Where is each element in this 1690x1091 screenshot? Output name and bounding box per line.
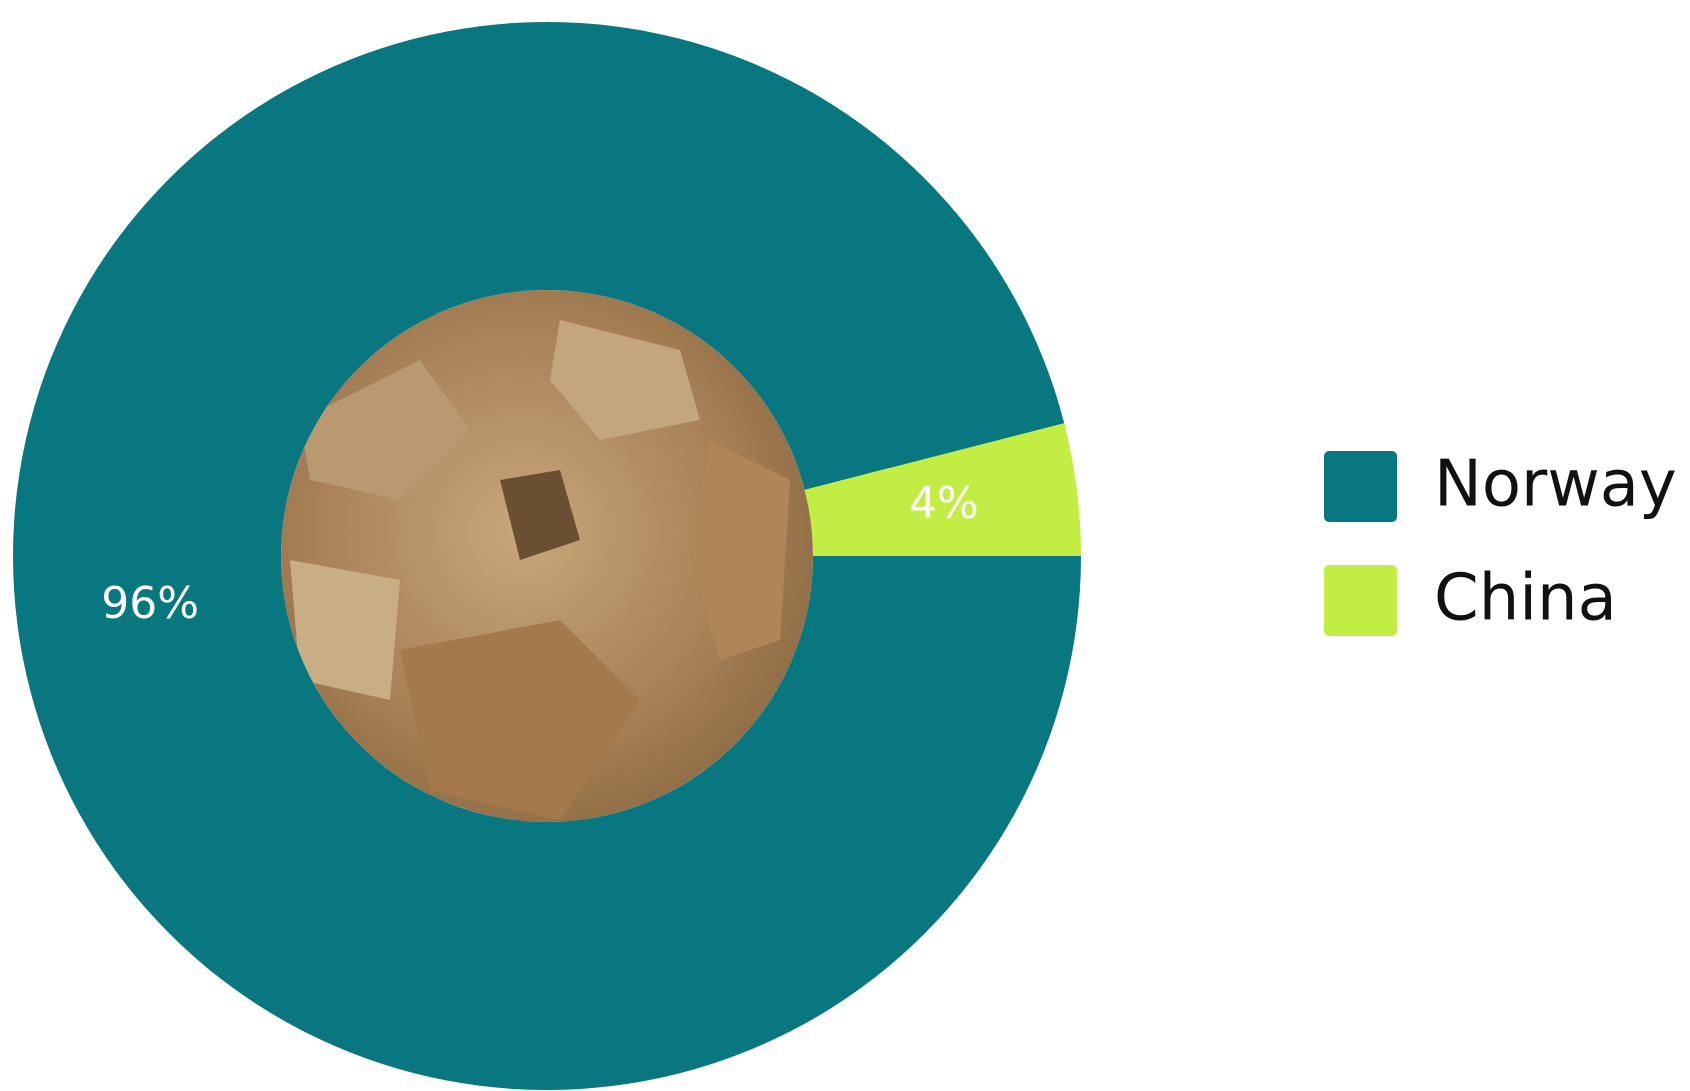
legend-swatch	[1324, 565, 1397, 636]
slice	[13, 22, 1081, 1091]
center-photo	[281, 290, 813, 822]
legend-swatch	[1324, 451, 1397, 522]
value-label: 4%	[909, 478, 979, 529]
slice	[804, 423, 1081, 556]
legend-label: Norway	[1434, 448, 1677, 522]
legend-label: China	[1434, 562, 1617, 636]
value-label: 96%	[101, 578, 199, 629]
